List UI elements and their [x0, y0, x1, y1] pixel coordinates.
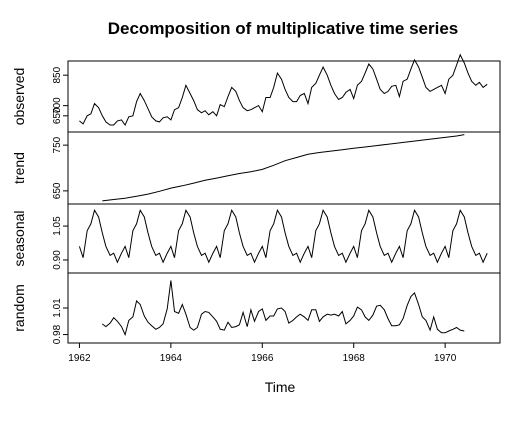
y-tick-label: 650 [52, 107, 63, 124]
panel-label-seasonal: seasonal [11, 210, 27, 266]
panel-frame [67, 131, 501, 205]
x-tick-label: 1970 [434, 353, 457, 364]
y-tick-label: 700 [52, 97, 63, 114]
y-tick-label: 1.05 [52, 216, 63, 236]
panel-frame [67, 272, 501, 344]
panel-label-random: random [11, 284, 27, 331]
panel-label-observed: observed [11, 68, 27, 126]
series-line-seasonal [78, 209, 488, 264]
x-tick-label: 1966 [251, 353, 274, 364]
panel-label-trend: trend [11, 152, 27, 184]
x-tick-label: 1968 [343, 353, 366, 364]
panel-frame [67, 60, 501, 133]
chart-title: Decomposition of multiplicative time ser… [108, 19, 458, 38]
x-axis-label: Time [265, 379, 296, 395]
series-line-trend [102, 134, 465, 202]
y-tick-label: 750 [52, 136, 63, 153]
panel-trend: 650 750 trend [11, 131, 501, 205]
y-tick-label: 0.98 [52, 324, 63, 344]
panel-frame [67, 203, 501, 274]
panel-seasonal: 0.90 1.05 seasonal [11, 203, 501, 274]
y-tick-label: 0.90 [52, 250, 63, 270]
series-line-random [102, 280, 465, 337]
x-tick-label: 1962 [68, 353, 91, 364]
y-tick-label: 850 [52, 66, 63, 83]
y-tick-label: 1.01 [52, 298, 63, 318]
series-line-observed [79, 53, 488, 127]
x-tick-label: 1964 [160, 353, 183, 364]
y-tick-label: 650 [52, 182, 63, 199]
panel-random: 0.98 1.01 random [11, 272, 501, 344]
